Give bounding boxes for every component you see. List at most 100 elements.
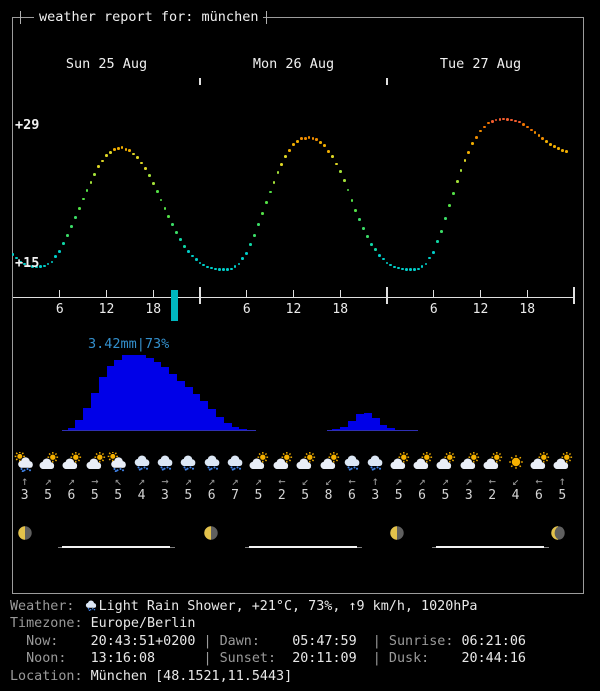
moon-phase-icon-waning-crescent xyxy=(551,526,565,540)
rain-bar xyxy=(75,420,84,430)
rain-bar xyxy=(184,387,193,430)
temp-dot xyxy=(389,263,393,267)
temp-dot xyxy=(303,136,307,140)
footer-label: Noon: xyxy=(10,651,91,667)
temp-dot xyxy=(370,242,373,246)
temp-dot xyxy=(377,253,381,257)
footer-line-4: Location: München [48.1521,11.5443] xyxy=(10,668,526,685)
rain-cloud-icon xyxy=(181,455,196,471)
sun-cloud-icon xyxy=(86,452,105,469)
footer-info: Weather: Light Rain Shower, +21°C, 73%, … xyxy=(10,598,526,685)
axis-tick-hour xyxy=(292,290,295,297)
rain-bar xyxy=(98,377,107,430)
sun-rain-icon xyxy=(14,452,33,472)
temp-dot xyxy=(144,166,147,170)
temp-dot xyxy=(560,148,564,152)
axis-tick-hour xyxy=(59,290,61,297)
sun-cloud-icon xyxy=(39,452,59,469)
rain-bar xyxy=(207,409,216,430)
footer-label: Now: xyxy=(10,633,91,649)
daylight-bar xyxy=(436,546,545,548)
rain-bar xyxy=(379,424,388,430)
rain-bar xyxy=(215,416,224,430)
moon-phase-icon-last-quarter xyxy=(18,526,32,540)
temp-dot xyxy=(237,262,241,266)
wind-direction-arrow: ↙ xyxy=(511,474,520,488)
rain-baseline xyxy=(62,429,256,431)
temp-dot xyxy=(46,262,50,266)
wind-speed-value: 5 xyxy=(184,488,193,503)
temp-dot xyxy=(486,121,490,125)
temp-dot xyxy=(420,265,424,268)
footer-value: Europe/Berlin xyxy=(90,616,196,632)
temp-dot xyxy=(428,256,432,260)
temp-dot xyxy=(132,152,136,156)
current-time-marker xyxy=(171,290,179,321)
temp-dot xyxy=(553,145,556,149)
footer-label: Timezone: xyxy=(10,616,91,632)
axis-tick-label: 6 xyxy=(55,302,64,317)
wind-direction-arrow: ↙ xyxy=(324,474,333,488)
temp-dot xyxy=(397,266,401,270)
axis-tick-label: 12 xyxy=(285,302,302,317)
wind-direction-arrow: ← xyxy=(488,474,496,488)
wind-speed-value: 3 xyxy=(371,488,380,503)
wind-speed-value: 8 xyxy=(324,488,333,503)
temp-dot xyxy=(186,249,190,253)
temp-dot xyxy=(128,149,132,153)
twilight-bar-dawn xyxy=(432,547,437,548)
wind-direction-arrow: ↗ xyxy=(441,474,450,488)
temp-dot xyxy=(315,138,319,142)
wind-direction-arrow: ↗ xyxy=(231,474,239,488)
twilight-bar-dusk xyxy=(544,547,549,548)
sun-cloud-icon xyxy=(390,452,409,469)
temp-dot xyxy=(319,141,323,145)
footer-value: Light Rain Shower, +21°C, 73%, ↑9 km/h, … xyxy=(98,599,478,614)
temp-dot xyxy=(358,218,362,222)
temp-dot xyxy=(401,267,404,271)
rain-cloud-icon xyxy=(227,455,243,471)
temp-dot xyxy=(257,223,260,226)
temp-dot xyxy=(284,155,288,158)
wind-speed-value: 5 xyxy=(558,488,567,503)
rain-amount-label: 3.42mm|73% xyxy=(88,336,170,352)
temp-dot xyxy=(482,125,486,129)
temp-dot xyxy=(42,264,46,268)
axis-tick-label: 12 xyxy=(472,302,489,317)
temp-dot xyxy=(27,264,30,268)
temp-dot xyxy=(249,242,253,246)
temp-dot xyxy=(479,129,482,133)
wind-direction-arrow: → xyxy=(161,474,169,488)
temp-dot xyxy=(455,179,459,183)
sun-cloud-icon xyxy=(460,452,479,469)
temp-dot xyxy=(260,212,264,216)
temp-dot xyxy=(163,206,167,210)
wind-direction-arrow: ↗ xyxy=(418,474,426,488)
temp-dot xyxy=(77,206,81,210)
temp-dot xyxy=(385,261,389,265)
day-label-tue: Tue 27 Aug xyxy=(439,56,522,72)
wind-direction-arrow: ↑ xyxy=(21,474,29,488)
axis-tick-label: 6 xyxy=(242,302,251,317)
temp-dot xyxy=(514,119,517,123)
rain-cloud-icon xyxy=(204,455,219,471)
temp-dot xyxy=(124,147,128,151)
moon-phase-icon-last-quarter xyxy=(390,526,404,540)
temp-dot xyxy=(307,136,311,140)
wind-direction-arrow: ↗ xyxy=(465,474,473,488)
temp-dot xyxy=(151,181,155,185)
temp-dot xyxy=(467,150,471,154)
temp-dot xyxy=(210,266,214,270)
wind-speed-value: 5 xyxy=(254,488,263,503)
rain-bar xyxy=(176,380,185,430)
temp-dot xyxy=(116,147,120,151)
temp-dot xyxy=(381,257,385,261)
temp-dot xyxy=(432,250,436,254)
temp-dot xyxy=(362,227,366,230)
temp-dot xyxy=(510,118,514,122)
rain-bar xyxy=(223,423,232,430)
temp-dot xyxy=(342,179,346,183)
temp-dot xyxy=(31,265,34,268)
temp-dot xyxy=(502,117,506,121)
footer-label: | Sunrise: xyxy=(356,633,462,649)
